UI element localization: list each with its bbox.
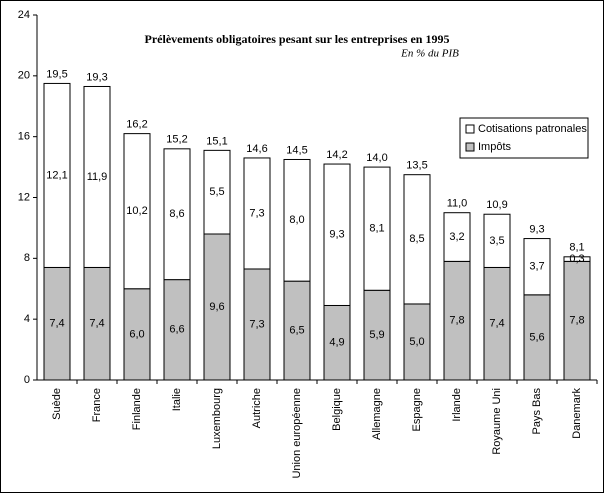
x-tick-label: Irlande — [451, 388, 463, 422]
bar-segment — [243, 268, 271, 381]
value-label: 3,5 — [489, 235, 504, 247]
bar-segment — [203, 233, 231, 381]
value-label: 5,9 — [369, 329, 384, 341]
legend-label: Impôts — [478, 141, 512, 153]
total-label: 8,1 — [569, 242, 584, 254]
value-label: 7,4 — [49, 318, 64, 330]
value-label: 4,9 — [329, 337, 344, 349]
x-tick-label: Danemark — [571, 388, 583, 439]
x-tick-label: Suède — [51, 388, 63, 420]
total-label: 15,2 — [166, 134, 187, 146]
bar-segment — [203, 149, 231, 235]
bar-segment — [323, 163, 351, 306]
chart-title: Prélèvements obligatoires pesant sur les… — [145, 32, 450, 46]
x-tick-label: Italie — [171, 388, 183, 411]
value-label: 7,3 — [249, 318, 264, 330]
x-tick-label: Union européenne — [291, 388, 303, 479]
legend-label: Cotisations patronales — [478, 123, 587, 135]
bar-segment — [283, 158, 311, 282]
value-label: 7,4 — [489, 318, 504, 330]
y-tick-label: 12 — [18, 191, 30, 203]
bar-segment — [443, 212, 471, 262]
x-tick-label: Royaume Uni — [491, 388, 503, 455]
x-tick-label: Allemagne — [371, 388, 383, 440]
total-label: 11,0 — [447, 198, 468, 210]
y-tick-label: 0 — [24, 374, 30, 386]
value-label: 8,0 — [289, 214, 304, 226]
total-label: 16,2 — [126, 119, 147, 131]
x-tick-label: Autriche — [251, 388, 263, 428]
bar-segment — [563, 256, 591, 262]
total-label: 19,3 — [86, 71, 107, 83]
x-tick-label: Luxembourg — [211, 388, 223, 449]
value-label: 6,0 — [129, 328, 144, 340]
legend-swatch — [465, 124, 475, 134]
total-label: 14,6 — [246, 143, 267, 155]
bar-segment — [123, 133, 151, 290]
y-tick-label: 20 — [18, 70, 30, 82]
x-tick-label: Finlande — [131, 388, 143, 430]
legend-swatch — [465, 142, 475, 152]
value-label: 3,2 — [449, 231, 464, 243]
bar-segment — [483, 266, 511, 381]
value-label: 5,5 — [209, 186, 224, 198]
value-label: 7,8 — [569, 315, 584, 327]
bar-segment — [43, 82, 71, 268]
value-label: 8,6 — [169, 208, 184, 220]
value-label: 6,5 — [289, 324, 304, 336]
legend-box — [459, 117, 589, 159]
value-label: 7,8 — [449, 315, 464, 327]
total-label: 14,5 — [286, 144, 307, 156]
bar-segment — [403, 174, 431, 305]
total-label: 10,9 — [486, 199, 507, 211]
total-label: 14,0 — [366, 152, 387, 164]
value-label: 5,6 — [529, 331, 544, 343]
bar-segment — [483, 213, 511, 268]
x-tick-label: France — [91, 388, 103, 422]
bar-segment — [163, 148, 191, 281]
value-label: 8,5 — [409, 233, 424, 245]
bar-segment — [43, 266, 71, 381]
x-tick-label: Pays Bas — [531, 388, 543, 435]
total-label: 19,5 — [46, 68, 67, 80]
total-label: 14,2 — [326, 149, 347, 161]
value-label: 12,1 — [46, 169, 67, 181]
value-label: 7,3 — [249, 207, 264, 219]
bar-segment — [83, 85, 111, 268]
y-tick-label: 8 — [24, 252, 30, 264]
total-label: 15,1 — [206, 135, 227, 147]
value-label: 3,7 — [529, 261, 544, 273]
y-tick-label: 4 — [24, 313, 30, 325]
bar-segment — [283, 280, 311, 381]
value-label: 9,6 — [209, 301, 224, 313]
total-label: 9,3 — [529, 223, 544, 235]
value-label: 0,3 — [569, 253, 584, 265]
total-label: 13,5 — [406, 160, 427, 172]
value-label: 7,4 — [89, 318, 104, 330]
value-label: 8,1 — [369, 223, 384, 235]
value-label: 10,2 — [126, 205, 147, 217]
value-label: 6,6 — [169, 324, 184, 336]
value-label: 5,0 — [409, 336, 424, 348]
chart-subtitle: En % du PIB — [400, 48, 459, 60]
bar-segment — [523, 238, 551, 296]
value-label: 11,9 — [87, 171, 108, 183]
bar-segment — [363, 166, 391, 291]
bar-segment — [243, 157, 271, 270]
x-tick-label: Belgique — [331, 388, 343, 431]
value-label: 9,3 — [329, 229, 344, 241]
y-tick-label: 24 — [18, 9, 30, 21]
bar-segment — [323, 304, 351, 381]
bar-segment — [363, 289, 391, 381]
x-tick-label: Espagne — [411, 388, 423, 431]
y-tick-label: 16 — [18, 131, 30, 143]
